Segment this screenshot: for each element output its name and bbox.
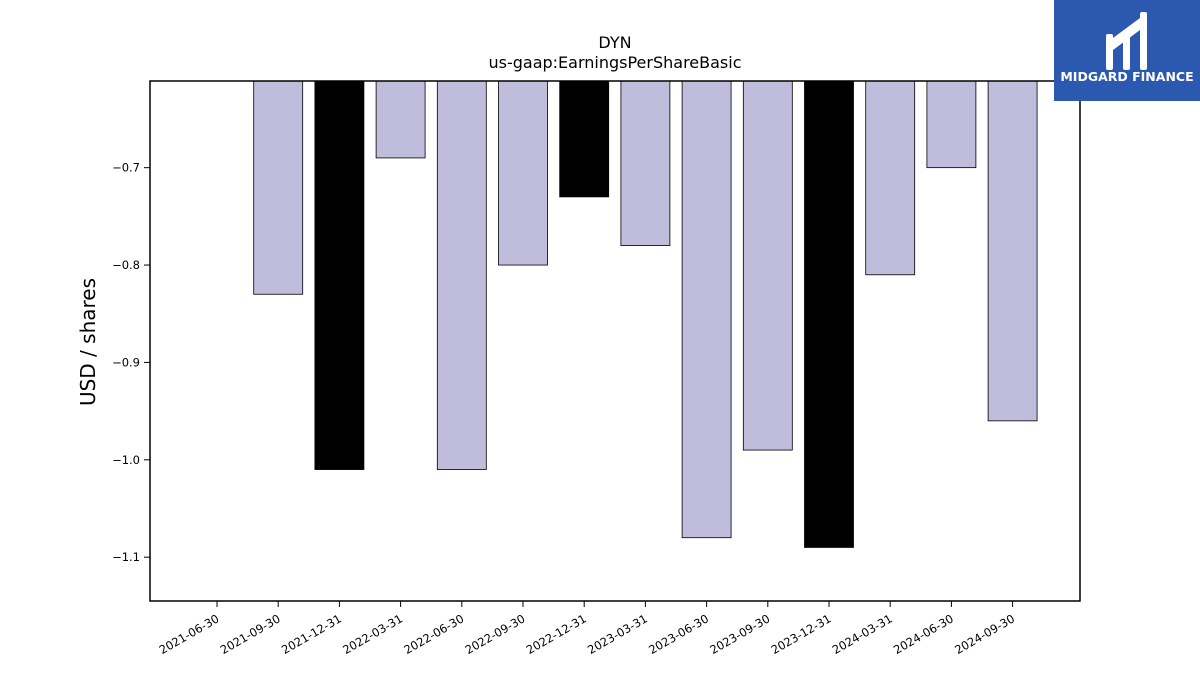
bar-2023-12-31: [804, 80, 854, 548]
y-tick-label: −1.1: [112, 550, 140, 564]
bar-2022-06-30: [436, 80, 487, 470]
logo-mark-icon: [1106, 12, 1147, 70]
plot-frame: [149, 80, 1081, 602]
y-tick-label: −0.8: [112, 258, 140, 272]
x-tick-label: 2024-03-31: [830, 611, 895, 657]
bar-2022-12-31: [559, 80, 610, 198]
bar-2024-09-30: [987, 80, 1038, 422]
chart-title: DYN: [598, 33, 631, 52]
bars-group: [253, 80, 1038, 548]
x-tick-label: 2021-06-30: [157, 611, 222, 657]
x-tick-label: 2024-09-30: [952, 611, 1017, 657]
x-tick-label: 2024-06-30: [891, 611, 956, 657]
x-tick-label: 2022-03-31: [340, 611, 405, 657]
y-tick-label: −0.9: [112, 355, 140, 369]
y-ticks-group: −0.7 −0.8 −0.9 −1.0 −1.1: [112, 161, 150, 564]
bar-2022-03-31: [375, 80, 426, 159]
chart-subtitle: us-gaap:EarningsPerShareBasic: [488, 53, 741, 72]
brand-logo: MIDGARD FINANCE: [1054, 0, 1200, 101]
bar-2021-12-31: [314, 80, 365, 470]
x-tick-label: 2022-09-30: [463, 611, 528, 657]
bar-2024-06-30: [926, 80, 977, 169]
bar-2023-06-30: [681, 80, 732, 539]
bar-2023-09-30: [742, 80, 793, 451]
bar-2022-09-30: [498, 80, 548, 266]
y-tick-label: −1.0: [112, 453, 140, 467]
x-ticks-group: 2021-06-302021-09-302021-12-312022-03-31…: [157, 601, 1017, 657]
x-tick-label: 2023-09-30: [707, 611, 772, 657]
logo-text: MIDGARD FINANCE: [1060, 69, 1193, 84]
x-tick-label: 2023-12-31: [769, 611, 834, 657]
x-tick-label: 2023-03-31: [585, 611, 650, 657]
x-tick-label: 2021-09-30: [218, 611, 283, 657]
bar-2021-09-30: [253, 80, 304, 295]
x-tick-label: 2021-12-31: [279, 611, 344, 657]
y-tick-label: −0.7: [112, 161, 140, 175]
y-axis-label: USD / shares: [76, 278, 100, 406]
bar-2023-03-31: [620, 80, 671, 246]
bar-2024-03-31: [865, 80, 916, 276]
x-tick-label: 2022-12-31: [524, 611, 589, 657]
x-tick-label: 2023-06-30: [646, 611, 711, 657]
x-tick-label: 2022-06-30: [401, 611, 466, 657]
